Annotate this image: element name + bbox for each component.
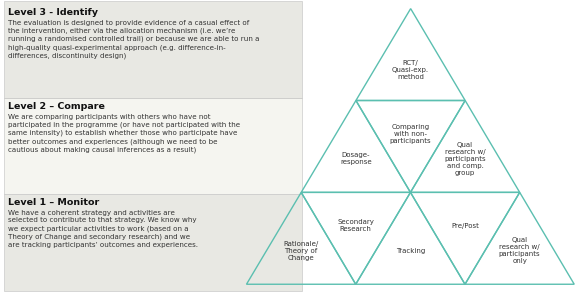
Text: Level 3 - Identify: Level 3 - Identify [8, 8, 98, 17]
Text: RCT/
Quasi-exp.
method: RCT/ Quasi-exp. method [392, 60, 429, 80]
Text: Dosage-
response: Dosage- response [340, 152, 371, 165]
Text: Pre/Post: Pre/Post [451, 223, 479, 229]
Text: We have a coherent strategy and activities are
selected to contribute to that st: We have a coherent strategy and activiti… [8, 210, 198, 248]
Text: Qual
research w/
participants
and comp.
group: Qual research w/ participants and comp. … [444, 142, 486, 176]
Bar [3, 98, 302, 194]
Text: Tracking: Tracking [396, 248, 425, 254]
Text: We are comparing participants with others who have not
participated in the progr: We are comparing participants with other… [8, 114, 240, 153]
Text: Rationale/
Theory of
Change: Rationale/ Theory of Change [283, 241, 319, 261]
Text: Secondary
Research: Secondary Research [338, 219, 374, 232]
Text: The evaluation is designed to provide evidence of a casual effect of
the interve: The evaluation is designed to provide ev… [8, 20, 260, 59]
Bar [3, 194, 302, 291]
Text: Qual
research w/
participants
only: Qual research w/ participants only [499, 237, 540, 264]
Text: Level 1 – Monitor: Level 1 – Monitor [8, 198, 99, 207]
Bar [3, 1, 302, 98]
Text: Comparing
with non-
participants: Comparing with non- participants [390, 124, 431, 144]
Text: Level 2 – Compare: Level 2 – Compare [8, 102, 105, 111]
